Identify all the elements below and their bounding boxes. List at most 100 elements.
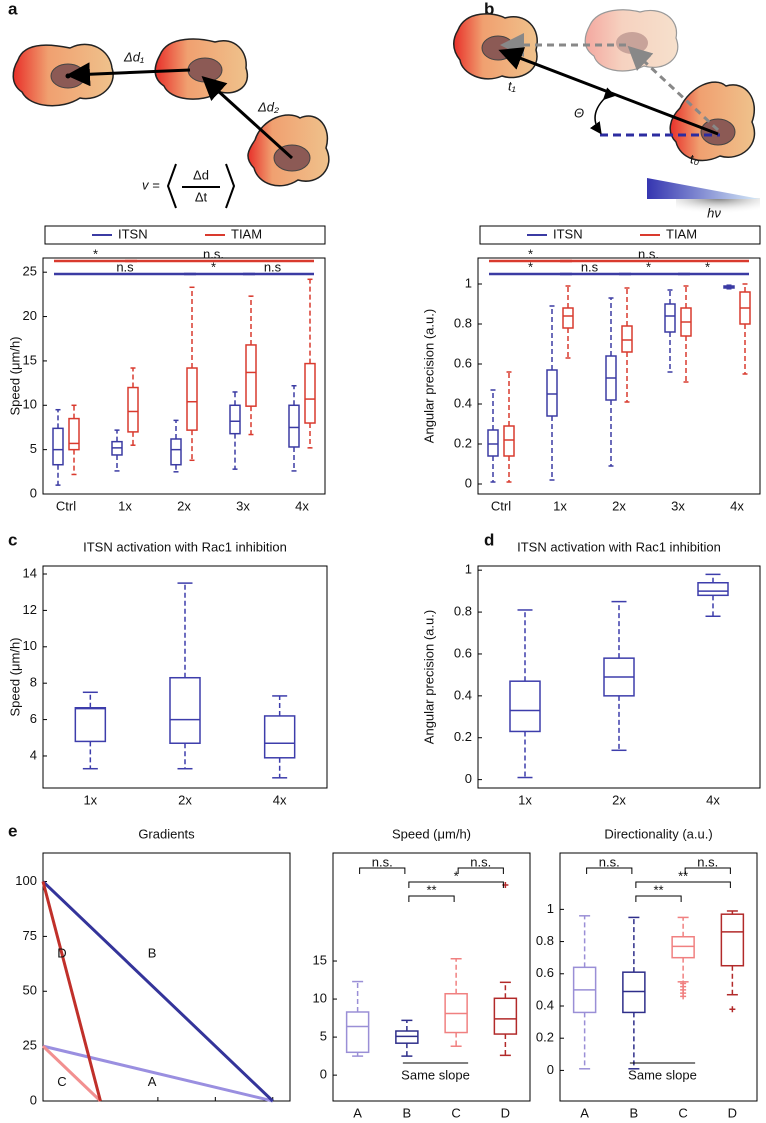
y-axis-label: Angular precision (a.u.) — [421, 309, 436, 443]
legend-label: ITSN — [553, 226, 583, 241]
panel-label: d — [484, 530, 494, 549]
y-tick-label: 0 — [30, 1092, 37, 1107]
x-tick-label: 1x — [553, 498, 567, 513]
significance-bracket — [586, 867, 633, 874]
significance-bracket — [635, 895, 682, 902]
y-tick-label: 0.6 — [454, 645, 472, 660]
series-label: C — [57, 1074, 66, 1089]
plot-frame — [332, 852, 531, 1102]
significance-bracket — [457, 867, 504, 874]
nucleus — [616, 32, 648, 54]
gradient-line — [41, 1045, 102, 1103]
significance-label: n.s — [581, 259, 599, 274]
y-tick-label: 1 — [465, 275, 472, 290]
box — [74, 707, 107, 743]
significance-label: * — [211, 259, 216, 274]
x-tick-label: 3x — [671, 498, 685, 513]
x-tick-label: 2x — [177, 498, 191, 513]
y-tick-label: 0.4 — [454, 687, 472, 702]
legend-label: ITSN — [118, 226, 148, 241]
shadow — [676, 198, 760, 218]
gradient-line — [41, 881, 102, 1102]
significance-label: ** — [678, 868, 688, 883]
x-tick-label: Ctrl — [56, 498, 76, 513]
x-tick-label: 2x — [612, 792, 626, 807]
x-tick-label: 4x — [706, 792, 720, 807]
gradient-line — [42, 1044, 274, 1103]
box — [170, 438, 182, 466]
y-tick-label: 0.6 — [536, 965, 554, 980]
label: Δd₁ — [123, 49, 144, 64]
path-step — [627, 45, 720, 132]
angle-arc — [589, 87, 616, 135]
schematic-b: Θ t₁ t₀ hν — [453, 9, 760, 220]
plot-frame — [477, 565, 761, 789]
y-axis-label: Speed (μm/h) — [7, 336, 22, 415]
box — [127, 386, 139, 433]
y-tick-label: 25 — [23, 1038, 37, 1053]
y-tick-label: 75 — [23, 928, 37, 943]
displacement-arrow — [201, 75, 294, 160]
panel-label: c — [8, 530, 17, 549]
chart: 0 0.2 0.4 0.6 0.8 1 Angular precision (a.u.) IT… — [421, 539, 761, 807]
y-tick-label: 0.4 — [454, 395, 472, 410]
x-tick-label: 2x — [178, 792, 192, 807]
label: hν — [707, 205, 721, 220]
box — [345, 1011, 370, 1054]
y-axis-label: Angular precision (a.u.) — [421, 610, 436, 744]
y-tick-label: 1 — [465, 562, 472, 577]
series-label: D — [57, 945, 66, 960]
y-tick-label: 10 — [23, 638, 37, 653]
y-tick-label: 0.8 — [454, 315, 472, 330]
legend-box — [44, 225, 326, 245]
box — [288, 404, 300, 448]
y-tick-label: 15 — [313, 952, 327, 967]
box — [671, 935, 695, 959]
panel-label: e — [8, 821, 17, 840]
y-tick-label: 20 — [23, 308, 37, 323]
light-gradient — [647, 178, 760, 199]
equation: v = — [142, 177, 160, 192]
label: Θ — [574, 105, 584, 120]
y-tick-label: 6 — [30, 711, 37, 726]
box — [52, 427, 64, 466]
chart-title: Speed (μm/h) — [392, 826, 471, 841]
chart: 0 0.2 0.4 0.6 0.8 1 Directionality (a.u.) A B C Dn… — [536, 826, 758, 1120]
x-tick-label: 1x — [83, 792, 97, 807]
significance-label: ** — [426, 882, 436, 897]
x-tick-label: A — [353, 1105, 362, 1120]
y-tick-label: 0.4 — [536, 997, 554, 1012]
x-tick-label: C — [451, 1105, 460, 1120]
y-tick-label: 10 — [23, 397, 37, 412]
box — [509, 680, 541, 733]
bracket — [166, 163, 236, 209]
significance-label: ** — [653, 882, 663, 897]
displacement-arrow — [66, 62, 191, 87]
y-tick-label: 14 — [23, 565, 37, 580]
x-tick-label: 1x — [118, 498, 132, 513]
y-tick-label: 0.2 — [454, 435, 472, 450]
plot-frame — [477, 257, 761, 495]
gradient-line — [41, 880, 274, 1103]
chart: 4 6 8 10 12 14 Speed (μm/h) ITSN activation wit… — [7, 539, 328, 807]
plot-frame — [42, 565, 328, 789]
legend-label: TIAM — [231, 226, 262, 241]
box — [169, 676, 201, 744]
chart: 0 0.2 0.4 0.6 0.8 1 Angular precision (a.u.) Ct… — [421, 225, 761, 513]
y-tick-label: 0 — [465, 475, 472, 490]
significance-label: n.s. — [697, 854, 718, 869]
x-tick-label: B — [403, 1105, 412, 1120]
y-tick-label: 0 — [465, 771, 472, 786]
y-tick-label: 0.8 — [454, 604, 472, 619]
box — [487, 429, 499, 457]
significance-label: * — [528, 246, 533, 261]
legend-label: TIAM — [666, 226, 697, 241]
box — [664, 303, 676, 333]
x-tick-label: D — [728, 1105, 737, 1120]
box — [186, 367, 198, 431]
x-tick-label: 3x — [236, 498, 250, 513]
series-label: A — [148, 1074, 157, 1089]
chart-title: Directionality (a.u.) — [604, 826, 712, 841]
schematic-a: Δd₁ Δd₂ v = Δd Δt — [12, 38, 330, 209]
y-tick-label: 50 — [23, 983, 37, 998]
